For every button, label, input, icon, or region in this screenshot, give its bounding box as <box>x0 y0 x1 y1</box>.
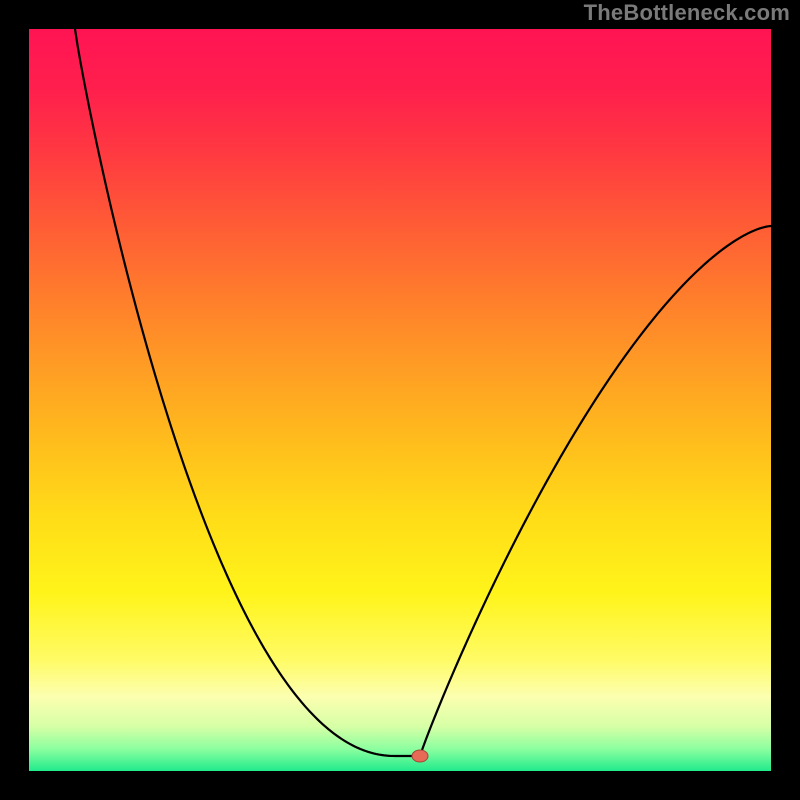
chart-plot-area <box>29 29 771 771</box>
bottleneck-chart <box>0 0 800 800</box>
optimal-point-marker <box>412 750 428 762</box>
watermark-text: TheBottleneck.com <box>584 0 790 26</box>
chart-container: TheBottleneck.com <box>0 0 800 800</box>
